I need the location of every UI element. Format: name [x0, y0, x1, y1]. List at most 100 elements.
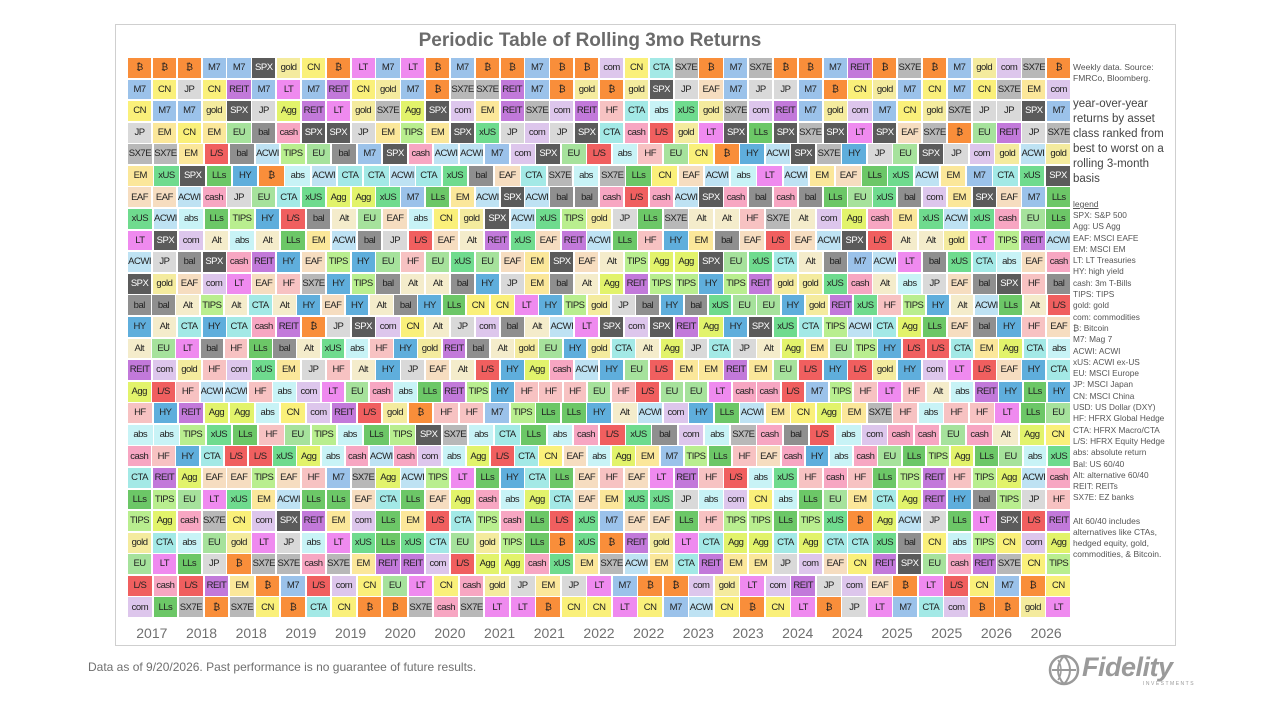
table-cell: ACWI: [623, 553, 649, 576]
table-cell: gold: [151, 272, 177, 295]
table-cell: EAF: [946, 272, 972, 295]
table-cell: EAF: [425, 488, 451, 511]
table-cell: JP: [815, 574, 842, 597]
table-cell: ₿: [637, 574, 664, 597]
table-cell: LT: [400, 57, 426, 79]
table-cell: TIPS: [389, 423, 416, 446]
table-cell: TIPS: [425, 466, 451, 489]
table-cell: REIT: [203, 574, 230, 597]
table-cell: Alt: [254, 229, 281, 252]
table-cell: REIT: [921, 466, 948, 489]
table-cell: Alt: [688, 208, 715, 230]
table-cell: EM: [229, 574, 255, 597]
table-cell: HF: [739, 208, 766, 230]
table-cell: JP: [683, 337, 709, 360]
table-cell: EAF: [251, 272, 277, 295]
table-cell: abs: [344, 337, 370, 360]
table-cell: LT: [350, 57, 376, 79]
table-cell: M7: [151, 100, 177, 123]
table-cell: L/S: [866, 229, 893, 252]
table-cell: SPX: [574, 121, 600, 144]
table-cell: com: [662, 402, 689, 425]
table-cell: xUS: [707, 294, 733, 317]
table-cell: CN: [996, 531, 1022, 554]
table-cell: Agg: [203, 402, 230, 425]
table-cell: EAF: [677, 164, 705, 187]
table-cell: cash: [648, 186, 674, 209]
table-cell: xUS: [625, 423, 652, 446]
table-cell: com: [226, 359, 252, 381]
table-cell: SX7E: [201, 510, 227, 532]
table-cell: EM: [400, 510, 426, 532]
table-cell: CN: [356, 574, 383, 597]
table-cell: LT: [739, 574, 766, 597]
table-cell: LLs: [363, 423, 390, 446]
table-cell: xUS: [300, 186, 327, 209]
table-cell: ACWI: [400, 466, 426, 489]
table-cell: xUS: [872, 186, 898, 209]
table-cell: M7: [400, 186, 426, 209]
table-cell: Alt: [296, 337, 321, 360]
table-cell: EAF: [790, 229, 817, 252]
table-cell: Agg: [474, 553, 500, 576]
table-cell: JP: [732, 337, 757, 360]
table-cell: LLs: [375, 531, 401, 554]
table-cell: EU: [623, 359, 649, 381]
table-cell: abs: [407, 208, 434, 230]
table-cell: REIT: [251, 251, 277, 274]
table-cell: Alt: [790, 208, 817, 230]
table-cell: EU: [226, 121, 252, 144]
table-cell: EAF: [276, 466, 302, 489]
table-cell: SX7E: [673, 57, 699, 79]
table-cell: LT: [449, 466, 476, 489]
table-cell: ₿: [549, 531, 575, 554]
table-cell: LLs: [248, 337, 273, 360]
table-cell: Alt: [331, 208, 357, 230]
table-cell: TIPS: [325, 251, 351, 274]
table-cell: CN: [151, 78, 177, 101]
table-cell: LLs: [231, 423, 259, 446]
table-cell: abs: [320, 445, 346, 468]
table-cell: LLs: [203, 208, 230, 230]
table-cell: bal: [151, 294, 176, 317]
table-cell: HY: [841, 143, 868, 166]
table-cell: LT: [866, 596, 893, 619]
table-cell: EM: [946, 186, 972, 209]
table-cell: JP: [549, 121, 575, 144]
legend-entry: CN: MSCI China: [1073, 390, 1135, 401]
table-cell: com: [968, 143, 995, 166]
table-cell: L/S: [901, 337, 927, 360]
table-cell: CN: [433, 574, 459, 597]
table-cell: EU: [723, 251, 749, 274]
table-cell: Alt: [797, 251, 823, 274]
table-cell: ₿: [425, 78, 451, 101]
table-cell: TIPS: [560, 208, 587, 230]
table-cell: CTA: [127, 466, 153, 489]
table-cell: L/S: [943, 574, 970, 597]
table-cell: abs: [586, 445, 612, 468]
table-cell: Agg: [611, 445, 636, 468]
table-cell: CTA: [971, 251, 997, 274]
table-cell: EAF: [996, 186, 1022, 209]
table-cell: bal: [713, 229, 740, 252]
table-cell: JP: [499, 272, 525, 295]
table-cell: M7: [804, 380, 830, 403]
table-cell: bal: [782, 423, 810, 446]
table-cell: Agg: [841, 208, 868, 230]
table-cell: SX7E: [546, 164, 574, 187]
table-cell: LLs: [425, 186, 451, 209]
table-cell: EM: [178, 143, 204, 166]
table-cell: cash: [946, 553, 972, 576]
table-cell: REIT: [499, 78, 525, 101]
table-cell: EM: [673, 359, 699, 381]
table-cell: xUS: [917, 208, 944, 230]
table-cell: CTA: [772, 531, 799, 554]
table-cell: SPX: [971, 186, 997, 209]
table-cell: Agg: [400, 100, 426, 123]
table-cell: abs: [284, 164, 311, 187]
table-cell: LLs: [176, 553, 202, 576]
table-cell: EM: [841, 402, 868, 425]
table-cell: EAF: [350, 488, 376, 511]
sidebar-notes: Weekly data. Source: FMRCo, Bloomberg. y…: [1073, 62, 1173, 560]
table-cell: CTA: [449, 510, 476, 532]
